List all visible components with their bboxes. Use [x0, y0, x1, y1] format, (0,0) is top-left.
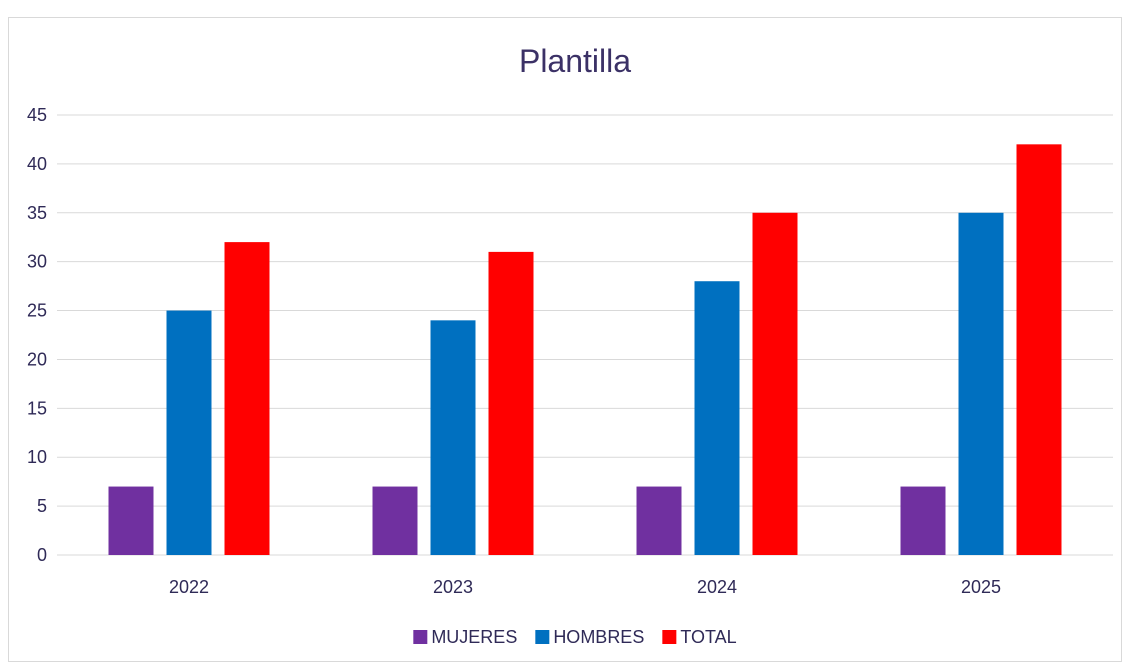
legend-label-mujeres: MUJERES	[431, 627, 517, 647]
x-axis-ticks: 2022 2023 2024 2025	[169, 577, 1001, 597]
bar-hombres-2022	[166, 310, 212, 555]
bar-hombres-2024	[694, 281, 740, 555]
x-tick-label: 2023	[433, 577, 473, 597]
y-tick-label: 20	[27, 349, 47, 369]
bar-hombres-2025	[958, 212, 1004, 555]
y-axis-ticks: 0 5 10 15 20 25 30 35 40 45	[27, 105, 47, 565]
bar-total-2024	[752, 212, 798, 555]
bar-mujeres-2024	[636, 486, 682, 555]
x-tick-label: 2022	[169, 577, 209, 597]
x-tick-label: 2024	[697, 577, 737, 597]
legend: MUJERES HOMBRES TOTAL	[413, 627, 737, 647]
bar-total-2025	[1016, 144, 1062, 556]
y-tick-label: 10	[27, 447, 47, 467]
legend-swatch-total	[662, 630, 677, 644]
legend-label-total: TOTAL	[680, 627, 736, 647]
bar-hombres-2023	[430, 320, 476, 555]
y-tick-label: 15	[27, 398, 47, 418]
legend-swatch-mujeres	[413, 630, 428, 644]
y-tick-label: 5	[37, 496, 47, 516]
y-tick-label: 35	[27, 203, 47, 223]
y-tick-label: 30	[27, 252, 47, 272]
bar-mujeres-2025	[900, 486, 946, 555]
chart-title: Plantilla	[519, 43, 631, 79]
bars	[108, 144, 1062, 556]
y-tick-label: 25	[27, 301, 47, 321]
y-tick-label: 40	[27, 154, 47, 174]
y-tick-label: 45	[27, 105, 47, 125]
legend-swatch-hombres	[535, 630, 550, 644]
bar-total-2022	[224, 242, 270, 555]
bar-mujeres-2023	[372, 486, 418, 555]
gridlines	[57, 114, 1113, 556]
y-tick-label: 0	[37, 545, 47, 565]
legend-label-hombres: HOMBRES	[553, 627, 644, 647]
bar-total-2023	[488, 251, 534, 555]
x-tick-label: 2025	[961, 577, 1001, 597]
bar-mujeres-2022	[108, 486, 154, 555]
